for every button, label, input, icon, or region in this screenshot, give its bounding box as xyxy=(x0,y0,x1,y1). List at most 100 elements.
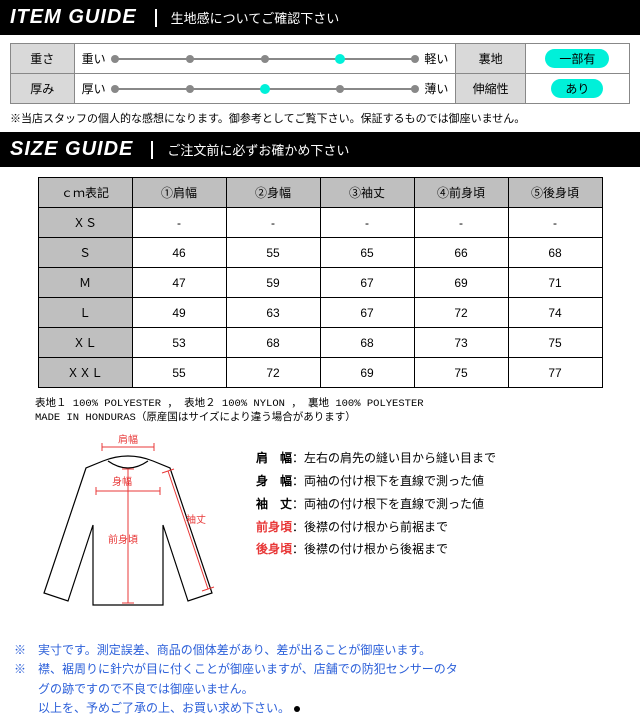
size-cell: 69 xyxy=(320,358,414,388)
size-cell: 66 xyxy=(414,238,508,268)
size-cell: 74 xyxy=(508,298,602,328)
size-cell: 72 xyxy=(414,298,508,328)
footnote-line: ※ 実寸です。測定誤差、商品の個体差があり、差が出ることが御座います。 xyxy=(14,641,626,660)
size-guide-banner: SIZE GUIDE ご注文前に必ずお確かめ下さい xyxy=(0,132,640,167)
size-row-header: Ｓ xyxy=(38,238,132,268)
slider-tick xyxy=(260,84,270,94)
footnote-line: グの跡ですので不良では御座いません。 xyxy=(14,680,626,699)
size-cell: 75 xyxy=(508,328,602,358)
legend-key: 肩 幅 xyxy=(256,451,292,465)
size-cell: 53 xyxy=(132,328,226,358)
shirt-diagram: 肩幅 身幅 前身頃 袖丈 xyxy=(8,433,248,633)
size-row-header: Ｌ xyxy=(38,298,132,328)
size-cell: - xyxy=(132,208,226,238)
legend-desc: ：後襟の付け根から前裾まで xyxy=(292,520,448,534)
slider-tick xyxy=(111,85,119,93)
size-header: ②身幅 xyxy=(226,178,320,208)
legend-desc: ：左右の肩先の縫い目から縫い目まで xyxy=(292,451,496,465)
measurement-legend: 肩 幅：左右の肩先の縫い目から縫い目まで身 幅：両袖の付け根下を直線で測った値袖… xyxy=(256,433,632,633)
size-cell: 59 xyxy=(226,268,320,298)
item-guide-banner: ITEM GUIDE 生地感についてご確認下さい xyxy=(0,0,640,35)
ig-prop-value: 一部有 xyxy=(525,44,629,74)
legend-key: 後身頃 xyxy=(256,542,292,556)
size-cell: 69 xyxy=(414,268,508,298)
ig-prop-value: あり xyxy=(525,74,629,104)
divider xyxy=(151,141,153,159)
slider-tick xyxy=(186,85,194,93)
size-cell: 67 xyxy=(320,268,414,298)
size-cell: 49 xyxy=(132,298,226,328)
size-row-header: ＸＬ xyxy=(38,328,132,358)
diag-label-sleeve: 袖丈 xyxy=(186,513,206,526)
diag-label-shoulder: 肩幅 xyxy=(118,433,138,446)
slider-tick xyxy=(411,55,419,63)
size-cell: 46 xyxy=(132,238,226,268)
slider-tick xyxy=(261,55,269,63)
diag-label-chest: 身幅 xyxy=(112,475,132,488)
slider-track xyxy=(115,88,416,90)
slider-left-label: 重い xyxy=(81,50,107,67)
size-cell: 75 xyxy=(414,358,508,388)
size-guide-title: SIZE GUIDE xyxy=(10,138,133,161)
size-guide-section: ｃｍ表記①肩幅②身幅③袖丈④前身頃⑤後身頃 ＸＳ-----Ｓ4655656668… xyxy=(0,167,640,394)
size-header: ①肩幅 xyxy=(132,178,226,208)
item-guide-table: 重さ 重い 軽い 裏地 一部有 厚み 厚い 薄い 伸縮性 あり xyxy=(10,43,630,104)
slider-tick xyxy=(111,55,119,63)
size-header: ｃｍ表記 xyxy=(38,178,132,208)
slider-tick xyxy=(335,54,345,64)
size-cell: - xyxy=(320,208,414,238)
size-cell: 55 xyxy=(132,358,226,388)
size-cell: - xyxy=(226,208,320,238)
footnote-line: ※ 襟、裾周りに針穴が目に付くことが御座いますが、店舗での防犯センサーのタ xyxy=(14,660,626,679)
slider-right-label: 薄い xyxy=(423,80,449,97)
ig-prop-label: 裏地 xyxy=(456,44,525,74)
ig-row-label: 重さ xyxy=(11,44,75,74)
size-header: ④前身頃 xyxy=(414,178,508,208)
ig-slider-cell: 重い 軽い xyxy=(74,44,456,74)
footnotes: ※ 実寸です。測定誤差、商品の個体差があり、差が出ることが御座います。※ 襟、裾… xyxy=(0,635,640,728)
divider xyxy=(155,9,157,27)
item-guide-note: ※当店スタッフの個人的な感想になります。御参考としてご覧下さい。保証するものでは… xyxy=(0,108,640,132)
legend-key: 前身頃 xyxy=(256,520,292,534)
slider-tick xyxy=(336,85,344,93)
ig-slider-cell: 厚い 薄い xyxy=(74,74,456,104)
slider-track xyxy=(115,58,416,60)
size-row-header: Ｍ xyxy=(38,268,132,298)
size-row-header: ＸＳ xyxy=(38,208,132,238)
footnote-line: 以上を、予めご了承の上、お買い求め下さい。 xyxy=(14,699,626,718)
size-cell: 68 xyxy=(508,238,602,268)
material-note: 表地１ 100% POLYESTER ， 表地２ 100% NYLON ， 裏地… xyxy=(0,394,640,425)
size-cell: 68 xyxy=(226,328,320,358)
size-cell: 71 xyxy=(508,268,602,298)
legend-desc: ：後襟の付け根から後裾まで xyxy=(292,542,448,556)
size-cell: 77 xyxy=(508,358,602,388)
size-cell: 68 xyxy=(320,328,414,358)
size-cell: 55 xyxy=(226,238,320,268)
size-cell: 72 xyxy=(226,358,320,388)
legend-key: 袖 丈 xyxy=(256,497,292,511)
size-row-header: ＸＸＬ xyxy=(38,358,132,388)
slider-right-label: 軽い xyxy=(423,50,449,67)
item-guide-sub: 生地感についてご確認下さい xyxy=(171,8,340,27)
size-cell: 63 xyxy=(226,298,320,328)
size-header: ③袖丈 xyxy=(320,178,414,208)
size-guide-sub: ご注文前に必ずお確かめ下さい xyxy=(167,140,349,159)
legend-desc: ：両袖の付け根下を直線で測った値 xyxy=(292,497,484,511)
size-cell: 73 xyxy=(414,328,508,358)
ig-prop-label: 伸縮性 xyxy=(456,74,525,104)
diag-label-front: 前身頃 xyxy=(108,533,138,546)
diagram-row: 肩幅 身幅 前身頃 袖丈 肩 幅：左右の肩先の縫い目から縫い目まで身 幅：両袖の… xyxy=(0,425,640,635)
size-header: ⑤後身頃 xyxy=(508,178,602,208)
size-cell: 47 xyxy=(132,268,226,298)
slider-left-label: 厚い xyxy=(81,80,107,97)
size-cell: - xyxy=(414,208,508,238)
item-guide-title: ITEM GUIDE xyxy=(10,6,137,29)
legend-desc: ：両袖の付け根下を直線で測った値 xyxy=(292,474,484,488)
ig-row-label: 厚み xyxy=(11,74,75,104)
size-table: ｃｍ表記①肩幅②身幅③袖丈④前身頃⑤後身頃 ＸＳ-----Ｓ4655656668… xyxy=(38,177,603,388)
legend-key: 身 幅 xyxy=(256,474,292,488)
size-cell: - xyxy=(508,208,602,238)
end-dot xyxy=(294,706,300,712)
slider-tick xyxy=(411,85,419,93)
size-cell: 67 xyxy=(320,298,414,328)
